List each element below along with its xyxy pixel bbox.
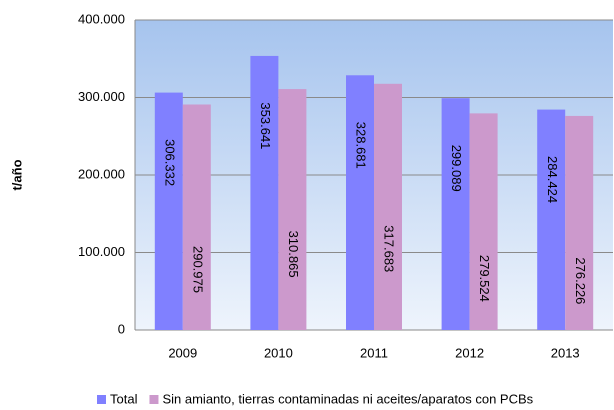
bar (182, 104, 211, 330)
y-axis-label: t/año (9, 159, 24, 190)
bar (250, 55, 279, 331)
bar (346, 75, 374, 331)
value-label: 306.332 (162, 139, 177, 186)
bar (278, 89, 307, 331)
x-tick-label: 2013 (551, 345, 580, 360)
x-tick-label: 2010 (264, 345, 293, 360)
y-tick-label: 200.000 (78, 166, 125, 181)
value-label: 290.975 (190, 246, 205, 293)
bar (565, 115, 594, 330)
bar (469, 113, 498, 330)
x-tick-label: 2009 (168, 345, 197, 360)
value-label: 328.681 (354, 122, 369, 169)
value-label: 284.424 (545, 156, 560, 203)
value-label: 279.524 (477, 255, 492, 302)
y-tick-label: 0 (118, 321, 125, 336)
value-label: 276.226 (573, 257, 588, 304)
y-tick-label: 400.000 (78, 11, 125, 26)
bar (537, 109, 566, 330)
value-label: 299.089 (449, 145, 464, 192)
value-label: 353.641 (258, 102, 273, 149)
value-label: 310.865 (286, 231, 301, 278)
y-tick-label: 100.000 (78, 244, 125, 259)
legend-label: Sin amianto, tierras contaminadas ni ace… (162, 391, 533, 406)
bar (374, 83, 402, 330)
bar (441, 98, 470, 330)
bar (154, 92, 183, 330)
x-tick-label: 2012 (455, 345, 484, 360)
legend-swatch (149, 395, 159, 404)
y-tick-label: 300.000 (78, 89, 125, 104)
legend-swatch (97, 395, 106, 404)
legend-label: Total (110, 391, 138, 406)
value-label: 317.683 (382, 225, 397, 272)
x-tick-label: 2011 (360, 345, 388, 360)
